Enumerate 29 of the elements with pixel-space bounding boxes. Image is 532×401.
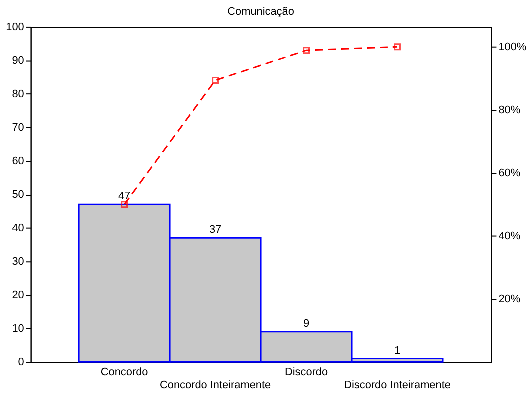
- y-tick-label: 100: [6, 21, 24, 34]
- point: [394, 44, 401, 51]
- x-tick-label: Concordo: [100, 366, 148, 378]
- y-tick-label: 70: [12, 122, 24, 134]
- y-tick-label: 20: [12, 290, 24, 302]
- y-tick-label: 80: [12, 88, 24, 100]
- y-tick-label: 40: [12, 222, 24, 235]
- data-label: 9: [303, 318, 310, 330]
- data-label: 47: [118, 190, 131, 203]
- y-tick-label: 0: [18, 356, 24, 369]
- chart-title: Comunicação: [228, 6, 294, 18]
- point: [303, 47, 310, 54]
- point: [212, 77, 219, 84]
- data-label: 37: [209, 224, 222, 236]
- y-tick-label: 50: [12, 189, 24, 201]
- y-tick-label: 60: [12, 155, 24, 168]
- point: [121, 201, 128, 208]
- y2-tick-label: 20%: [498, 294, 521, 306]
- data-label: 1: [394, 344, 401, 357]
- x-tick-label: Concordo Inteiramente: [160, 379, 272, 392]
- y2-tick-label: 40%: [498, 230, 521, 243]
- y-tick-label: 30: [12, 256, 24, 268]
- y2-tick-label: 60%: [498, 168, 521, 180]
- y2-tick-label: 80%: [498, 104, 521, 117]
- y-tick-label: 90: [12, 54, 24, 67]
- x-tick-label: Discordo Inteiramente: [344, 379, 451, 392]
- y-tick-label: 10: [12, 323, 24, 336]
- x-tick-label: Discordo: [284, 366, 328, 378]
- y2-tick-label: 100%: [498, 42, 527, 54]
